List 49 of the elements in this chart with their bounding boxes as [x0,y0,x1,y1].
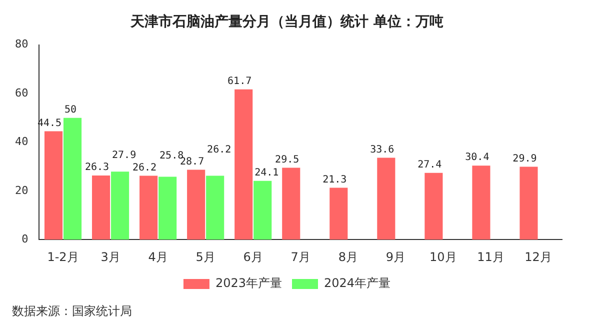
bar [472,166,490,240]
bar [377,158,396,240]
bar [254,180,272,240]
data-label: 33.6 [370,144,394,156]
x-tick-label: 3月 [100,250,120,264]
data-label: 26.3 [84,162,110,174]
bar [111,172,130,240]
legend-label: 2023年产量 [215,276,282,290]
data-label: 50 [64,104,77,116]
x-tick-label: 10月 [430,250,457,264]
x-tick-label: 4月 [148,250,168,264]
x-tick-label: 5月 [196,250,216,264]
data-label: 29.9 [512,153,537,164]
data-label: 27.9 [112,150,136,162]
x-tick-label: 11月 [477,250,504,264]
data-label: 24.1 [254,168,279,179]
legend-label: 2024年产量 [324,276,391,290]
data-label: 29.5 [275,154,300,166]
data-label: 61.7 [228,76,252,87]
y-tick-label: 40 [14,135,28,148]
source-note: 数据来源：国家统计局 [12,304,132,318]
bar [140,176,158,240]
x-tick-label: 9月 [386,250,406,264]
bar [158,176,177,240]
x-tick-label: 1-2月 [47,250,79,264]
chart-title: 天津市石脑油产量分月（当月值）统计 单位：万吨 [130,13,444,30]
bar [520,166,538,240]
bar [63,118,82,240]
bar [330,188,348,240]
x-tick-label: 6月 [243,250,263,264]
bar [44,131,63,240]
y-tick-label: 20 [14,184,28,197]
bar [234,89,253,240]
bar [206,176,224,240]
data-label: 30.4 [465,152,490,164]
bar [187,170,206,240]
bar [424,172,443,240]
data-label: 26.2 [132,162,157,174]
bar [282,168,300,240]
data-label: 27.4 [418,159,442,170]
y-tick-label: 60 [14,86,28,100]
y-tick-label: 80 [14,38,28,51]
y-tick-label: 0 [22,232,28,246]
data-label: 21.3 [322,174,347,186]
x-tick-label: 7月 [290,250,310,264]
x-tick-label: 8月 [338,250,358,264]
bar [92,176,110,240]
x-tick-label: 12月 [524,250,552,264]
data-label: 26.2 [207,144,232,156]
